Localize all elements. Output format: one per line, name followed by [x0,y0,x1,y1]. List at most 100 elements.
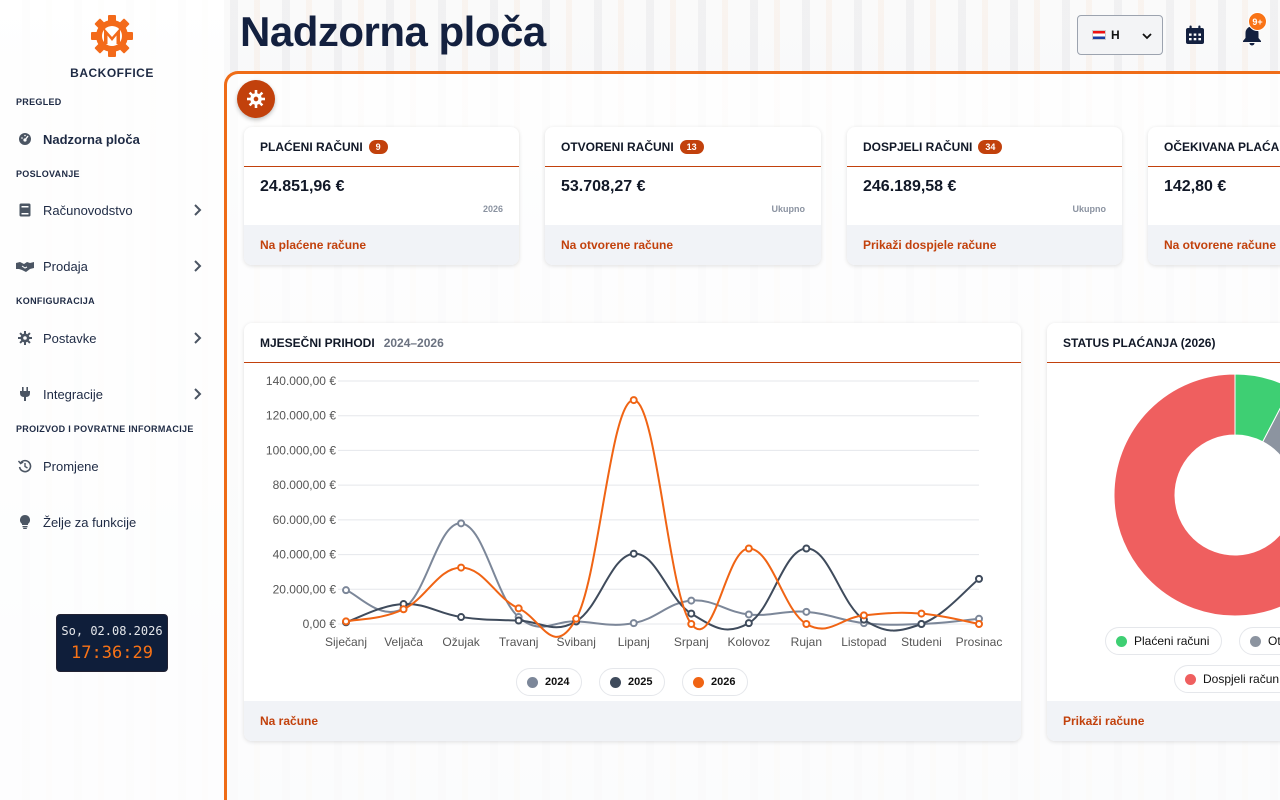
legend-item-open[interactable]: Ot [1239,627,1280,655]
data-point-2025[interactable] [975,574,983,583]
card-link[interactable]: Prikaži dospjele račune [847,225,1122,265]
donut-slice-1[interactable] [1262,388,1280,492]
card-link[interactable]: Na račune [244,701,1021,741]
kpi-card-overdue: DOSPJELI RAČUNI 34 246.189,58 € Ukupno P… [847,127,1122,265]
clock-date: So, 02.08.2026 [61,624,163,638]
data-point-2026[interactable] [859,611,868,620]
legend-label: 2026 [711,676,736,688]
sidebar-item-integrations[interactable]: Integracije [16,382,208,406]
card-title: STATUS PLAĆANJA (2026) [1063,335,1216,350]
x-tick-label: Travanj [499,635,539,649]
x-tick-label: Lipanj [618,635,650,649]
data-point-2025[interactable] [802,544,811,553]
sidebar-item-label: Želje za funkcije [43,514,137,530]
sidebar-item-dashboard[interactable]: Nadzorna ploča [16,127,208,151]
data-point-2026[interactable] [975,620,983,628]
kpi-card-expected: OČEKIVANA PLAĆANJA 142,80 € Na otvorene … [1148,127,1280,265]
legend-label: Plaćeni računi [1134,634,1210,648]
data-point-2026[interactable] [342,617,350,626]
history-icon [16,457,34,475]
data-point-2025[interactable] [514,616,523,625]
x-tick-label: Kolovoz [727,635,770,649]
x-tick-label: Listopad [841,635,886,649]
card-link[interactable]: Prikaži račune [1047,701,1280,741]
legend-dot [610,676,621,688]
data-point-2025[interactable] [917,620,926,628]
payment-status-card: STATUS PLAĆANJA (2026) Plaćeni računi Ot… [1047,323,1280,741]
data-point-2025[interactable] [687,609,696,618]
croatia-flag-icon [1092,30,1106,40]
count-badge: 34 [978,139,1003,154]
data-point-2024[interactable] [457,519,466,528]
logo-icon[interactable] [89,13,135,59]
data-point-2026[interactable] [687,620,696,628]
card-title: PLAĆENI RAČUNI [260,139,363,154]
sidebar-item-label: Računovodstvo [43,202,133,218]
data-point-2026[interactable] [917,609,926,618]
card-link[interactable]: Na otvorene račune [545,225,821,265]
data-point-2024[interactable] [629,619,638,628]
calendar-icon[interactable] [1185,25,1205,45]
legend-item-2026[interactable]: 2026 [682,668,749,696]
legend-dot [693,676,704,688]
sidebar-item-settings[interactable]: Postavke [16,326,208,350]
legend-item-paid[interactable]: Plaćeni računi [1105,627,1223,655]
data-point-2026[interactable] [514,604,523,613]
data-point-2026[interactable] [457,563,466,572]
legend-dot [1250,635,1261,647]
card-link[interactable]: Na plaćene račune [244,225,519,265]
chevron-right-icon [194,332,202,344]
legend-item-2025[interactable]: 2025 [599,668,666,696]
data-point-2026[interactable] [802,620,811,628]
data-point-2026[interactable] [629,396,638,405]
data-point-2026[interactable] [572,614,581,623]
y-tick-label: 60.000,00 € [273,513,337,527]
donut-slice-2[interactable] [1113,373,1280,617]
legend-label: Ot [1268,634,1280,648]
x-tick-label: Ožujak [442,635,480,649]
card-subtitle: 2026 [482,204,503,214]
dashboard-settings-button[interactable] [237,80,275,118]
data-point-2025[interactable] [457,613,466,622]
y-tick-label: 80.000,00 € [273,478,337,492]
sidebar-item-label: Prodaja [43,258,88,274]
handshake-icon [16,257,34,275]
sidebar-item-sales[interactable]: Prodaja [16,254,208,278]
language-select[interactable]: H [1077,15,1163,55]
card-value: 246.189,58 € [863,178,957,195]
card-title: OČEKIVANA PLAĆANJA [1164,139,1280,154]
sidebar-item-accounting[interactable]: Računovodstvo [16,198,208,222]
section-title-konfiguracija: KONFIGURACIJA [16,296,95,306]
card-header: PLAĆENI RAČUNI 9 [244,127,519,167]
chevron-down-icon [1142,33,1152,40]
data-point-2026[interactable] [744,544,753,553]
legend-item-2024[interactable]: 2024 [516,668,583,696]
data-point-2025[interactable] [629,549,638,558]
revenue-line-chart: 0,00 € 20.000,00 € 40.000,00 € 60.000,00 € 8… [266,374,1002,649]
legend-dot [527,676,538,688]
data-point-2024[interactable] [802,607,811,616]
legend-label: 2025 [628,676,653,688]
kpi-card-open: OTVORENI RAČUNI 13 53.708,27 € Ukupno Na… [545,127,821,265]
data-point-2025[interactable] [744,619,753,628]
legend-label: Dospjeli račun [1203,672,1280,686]
donut-slice-0[interactable] [1234,373,1280,443]
sidebar: BACKOFFICE PREGLED Nadzorna ploča POSLOV… [0,0,224,800]
y-tick-label: 40.000,00 € [273,548,337,562]
book-icon [16,201,34,219]
data-point-2024[interactable] [687,596,696,605]
series-line-2026 [345,399,980,638]
card-subtitle: 2024–2026 [383,335,444,350]
card-value: 142,80 € [1164,178,1227,195]
sidebar-item-feature-requests[interactable]: Želje za funkcije [16,510,208,534]
card-header: MJESEČNI PRIHODI 2024–2026 [244,323,1021,363]
sidebar-item-changes[interactable]: Promjene [16,454,208,478]
legend-item-overdue[interactable]: Dospjeli račun [1174,665,1280,693]
logo-text: BACKOFFICE [70,66,154,80]
data-point-2026[interactable] [399,605,408,614]
dashboard-icon [16,130,34,148]
data-point-2024[interactable] [744,610,753,619]
card-link[interactable]: Na otvorene račune [1148,225,1280,265]
legend-label: 2024 [545,676,570,688]
data-point-2024[interactable] [342,586,350,595]
